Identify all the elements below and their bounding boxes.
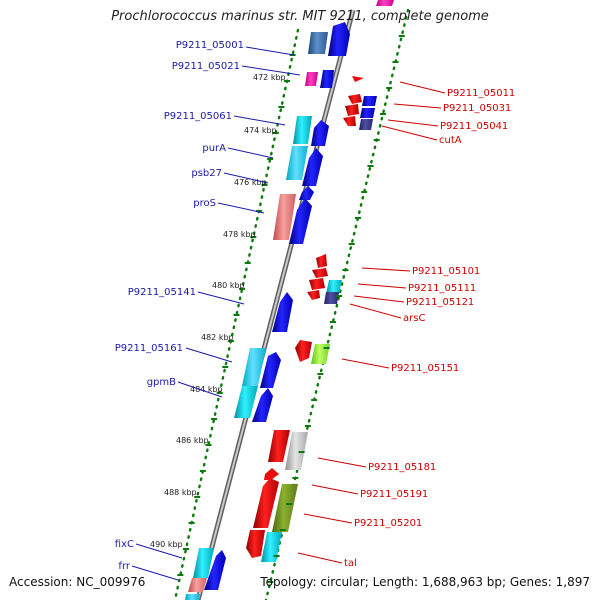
label-P9211_05061[interactable]: P9211_05061 <box>164 111 232 122</box>
label-P9211_05181[interactable]: P9211_05181 <box>368 462 436 473</box>
gene-purA-arrow[interactable] <box>302 148 323 186</box>
gene-P9211_05121[interactable] <box>324 292 339 304</box>
gene-P9211_05061[interactable] <box>293 116 312 144</box>
gene-frr[interactable] <box>188 578 207 592</box>
scale-track-left <box>173 28 300 602</box>
gene-P9211_05181-a[interactable] <box>268 430 290 462</box>
label-P9211_05111[interactable]: P9211_05111 <box>408 283 476 294</box>
gene-tal[interactable] <box>261 532 282 562</box>
reverse-gene-labels: P9211_05011 P9211_05031 P9211_05041 cutA… <box>344 88 515 569</box>
label-P9211_05161[interactable]: P9211_05161 <box>115 343 183 354</box>
tick-label-474: 474 kbp <box>244 126 277 135</box>
label-P9211_05201[interactable]: P9211_05201 <box>354 518 422 529</box>
scale-major-ticks <box>177 54 296 576</box>
gene-P9211_05101[interactable] <box>316 254 327 268</box>
gene-P9211_05001-arrow[interactable] <box>328 22 350 56</box>
forward-gene-track <box>185 22 350 600</box>
forward-leader-lines <box>131 46 301 581</box>
gene-P9211_05181[interactable] <box>285 432 308 470</box>
gene-cutA[interactable] <box>359 119 373 130</box>
label-frr[interactable]: frr <box>118 561 130 572</box>
gene-proS-arrow[interactable] <box>289 198 312 244</box>
gene-P9211_05021-arrow[interactable] <box>320 70 334 88</box>
tick-label-486: 486 kbp <box>176 436 209 445</box>
tick-label-490: 490 kbp <box>150 540 183 549</box>
label-P9211_05041[interactable]: P9211_05041 <box>440 121 508 132</box>
label-P9211_05001[interactable]: P9211_05001 <box>176 40 244 51</box>
label-cutA[interactable]: cutA <box>439 135 462 146</box>
label-P9211_05121[interactable]: P9211_05121 <box>406 297 474 308</box>
tick-label-488: 488 kbp <box>164 488 197 497</box>
label-purA[interactable]: purA <box>202 143 226 154</box>
scale-tick-labels: 472 kbp 474 kbp 476 kbp 478 kbp 480 kbp … <box>150 73 286 549</box>
gene-proS[interactable] <box>273 194 296 240</box>
label-P9211_05101[interactable]: P9211_05101 <box>412 266 480 277</box>
gene-P9211_05101-b[interactable] <box>312 268 328 278</box>
tick-label-476: 476 kbp <box>234 178 267 187</box>
label-P9211_05191[interactable]: P9211_05191 <box>360 489 428 500</box>
tick-label-480: 480 kbp <box>212 281 245 290</box>
label-P9211_05011[interactable]: P9211_05011 <box>447 88 515 99</box>
reverse-gene-track <box>246 0 394 562</box>
gene-tal-a[interactable] <box>246 530 265 558</box>
scale-major-ticks-right <box>267 35 405 583</box>
label-arsC[interactable]: arsC <box>403 313 425 324</box>
gene-purA[interactable] <box>286 146 308 180</box>
reverse-leader-lines <box>297 81 446 564</box>
gene-P9211_05201[interactable] <box>272 484 298 532</box>
tick-label-472: 472 kbp <box>253 73 286 82</box>
gene-P9211_05021[interactable] <box>305 72 318 86</box>
gene-psb27[interactable] <box>299 186 314 200</box>
label-P9211_05141[interactable]: P9211_05141 <box>128 287 196 298</box>
gene-P9211_05161-arrow[interactable] <box>260 352 281 388</box>
gene-P9211_05061-arrow[interactable] <box>311 120 329 146</box>
forward-gene-labels: P9211_05001 P9211_05021 P9211_05061 purA… <box>115 40 244 572</box>
gene-fixC[interactable] <box>193 548 214 578</box>
gene-P9211_05041-a[interactable] <box>345 104 359 116</box>
gene-gpmB[interactable] <box>234 386 258 418</box>
genome-title: Prochlorococcus marinus str. MIT 9211, c… <box>111 9 489 24</box>
gene-fixC-arrow[interactable] <box>204 550 226 590</box>
gene-gpmB-arrow[interactable] <box>252 388 273 422</box>
gene-P9211_05031-a[interactable] <box>348 94 362 104</box>
label-P9211_05021[interactable]: P9211_05021 <box>172 61 240 72</box>
tick-label-478: 478 kbp <box>223 230 256 239</box>
gene-P9211_05031[interactable] <box>362 96 377 106</box>
label-P9211_05031[interactable]: P9211_05031 <box>443 103 511 114</box>
gene-P9211_05151-a[interactable] <box>295 340 312 362</box>
genome-backbone <box>195 9 356 601</box>
gene-frr-arrow[interactable] <box>185 594 200 600</box>
gene-P9211_05111[interactable] <box>326 280 342 294</box>
gene-P9211_05161[interactable] <box>242 348 266 386</box>
tick-label-484: 484 kbp <box>190 385 223 394</box>
gene-P9211_05141[interactable] <box>272 292 293 332</box>
gene-P9211_05111-a[interactable] <box>309 278 325 290</box>
gene-P9211_05191[interactable] <box>253 478 279 528</box>
gene-P9211_05121-a[interactable] <box>307 290 320 300</box>
gene-top-partial[interactable] <box>376 0 394 6</box>
tick-label-482: 482 kbp <box>201 333 234 342</box>
gene-P9211_05011[interactable] <box>352 76 364 82</box>
gene-P9211_05001-box[interactable] <box>308 32 328 54</box>
label-proS[interactable]: proS <box>193 198 216 209</box>
label-fixC[interactable]: fixC <box>115 539 134 550</box>
accession-text: Accession: NC_009976 <box>9 575 146 589</box>
genome-summary-text: Topology: circular; Length: 1,688,963 bp… <box>260 575 590 589</box>
gene-P9211_05041[interactable] <box>360 108 375 118</box>
label-gpmB[interactable]: gpmB <box>147 377 176 388</box>
gene-cutA-a[interactable] <box>343 116 356 126</box>
label-tal[interactable]: tal <box>344 558 357 569</box>
label-psb27[interactable]: psb27 <box>191 168 222 179</box>
label-P9211_05151[interactable]: P9211_05151 <box>391 363 459 374</box>
gene-P9211_05191-a[interactable] <box>264 468 279 480</box>
